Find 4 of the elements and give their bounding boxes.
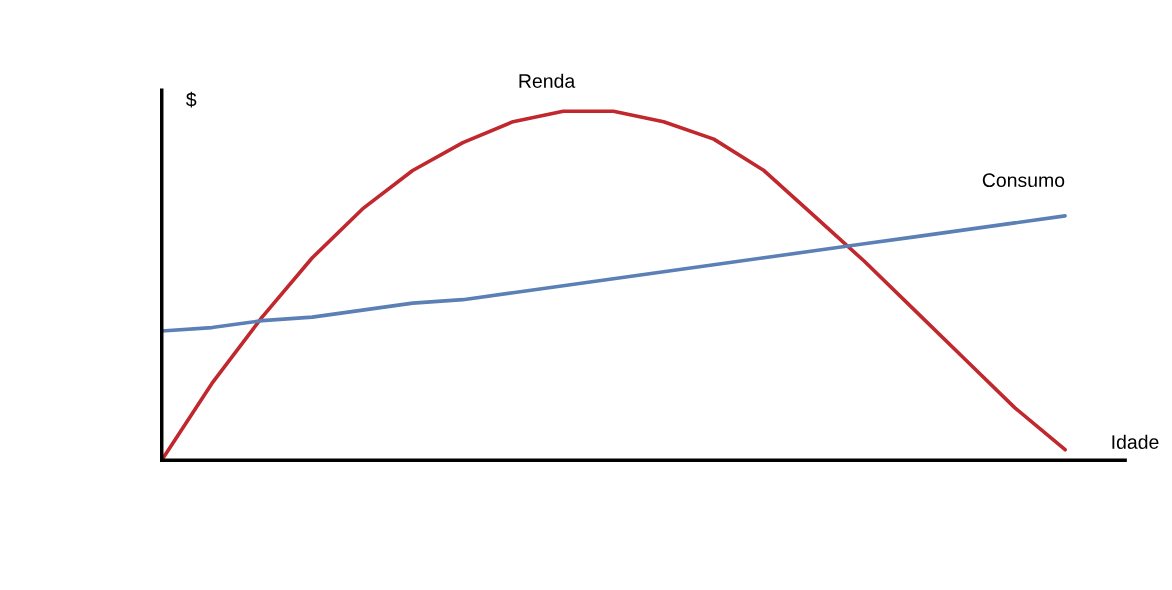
x-axis-title: Idade bbox=[1112, 434, 1159, 449]
series-label: Renda bbox=[519, 73, 576, 88]
series-label: Consumo bbox=[982, 173, 1065, 188]
y-axis-title: $ bbox=[186, 91, 197, 108]
